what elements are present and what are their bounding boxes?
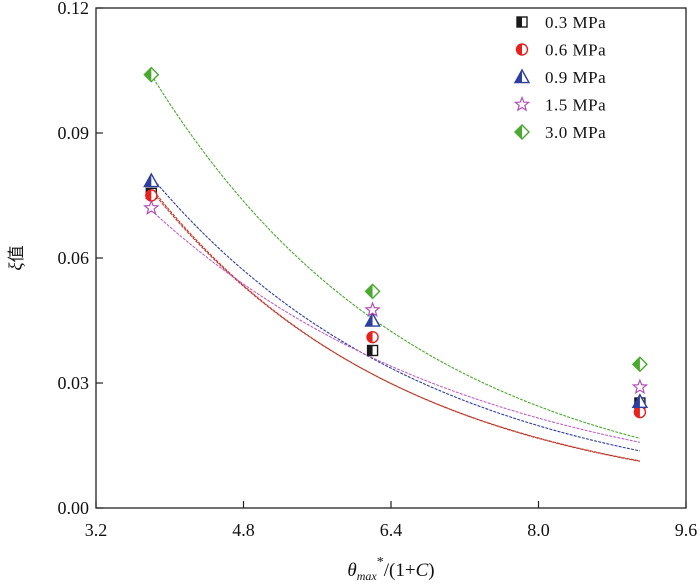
data-point-1-5-mpa-2 xyxy=(631,378,649,395)
legend-marker-1 xyxy=(515,43,529,56)
x-label-rest-close: ) xyxy=(428,560,434,581)
fit-curve-0-6-mpa xyxy=(150,189,641,462)
legend-marker-2 xyxy=(513,68,531,84)
x-tick-label: 9.6 xyxy=(675,520,698,540)
legend-marker-4 xyxy=(514,124,530,140)
data-point-1-5-mpa-0 xyxy=(143,199,160,216)
data-point-0-9-mpa-2 xyxy=(631,393,649,409)
data-point-0-6-mpa-1 xyxy=(366,330,379,344)
y-tick-label: 0.06 xyxy=(58,248,90,268)
y-tick-label: 0.03 xyxy=(58,373,90,393)
legend: 0.3 MPa 0.6 MPa 0.9 MPa 1.5 MPa 3.0 MPa xyxy=(513,13,606,142)
x-label-c: C xyxy=(416,560,429,581)
y-tick-label: 0.12 xyxy=(58,0,90,18)
x-tick-label: 6.4 xyxy=(380,520,403,540)
x-label-rest-open: /(1+ xyxy=(384,560,416,581)
x-label-subscript: max xyxy=(357,569,378,583)
data-point-3-0-mpa-1 xyxy=(364,283,381,300)
x-label-superscript: * xyxy=(377,555,384,570)
legend-label-2: 0.9 MPa xyxy=(545,68,606,87)
data-point-0-9-mpa-1 xyxy=(364,312,381,327)
y-axis-label: ξ值 xyxy=(6,245,27,270)
legend-marker-3 xyxy=(513,95,531,112)
data-point-3-0-mpa-0 xyxy=(143,66,160,83)
data-point-0-6-mpa-0 xyxy=(145,189,158,202)
y-label-zh: 值 xyxy=(7,245,27,262)
data-point-3-0-mpa-2 xyxy=(631,356,648,373)
y-tick-label: 0.09 xyxy=(58,123,90,143)
fit-curve-0-3-mpa xyxy=(150,187,641,462)
legend-label-4: 3.0 MPa xyxy=(545,123,606,142)
fit-curve-1-5-mpa xyxy=(150,209,641,443)
x-tick-label: 8.0 xyxy=(527,520,550,540)
legend-marker-0 xyxy=(516,16,528,28)
data-markers xyxy=(143,66,649,419)
fit-curve-0-9-mpa xyxy=(150,176,641,452)
legend-label-0: 0.3 MPa xyxy=(545,13,606,32)
fit-curves xyxy=(150,74,641,462)
data-point-1-5-mpa-1 xyxy=(364,301,381,318)
data-point-0-3-mpa-1 xyxy=(366,344,379,357)
legend-label-1: 0.6 MPa xyxy=(545,41,606,60)
y-label-xi: ξ xyxy=(6,262,27,271)
x-tick-label: 4.8 xyxy=(232,520,255,540)
y-tick-label: 0.00 xyxy=(58,498,90,518)
x-label-theta: θ xyxy=(347,560,356,581)
fit-curve-3-0-mpa xyxy=(150,74,641,439)
legend-label-3: 1.5 MPa xyxy=(545,96,606,115)
axes: 3.2 4.8 6.4 8.0 9.6 0.00 0.03 0.06 0.09 0.12 xyxy=(58,0,698,540)
data-point-0-9-mpa-0 xyxy=(143,172,160,188)
x-axis-label: θmax*/(1+C) xyxy=(347,555,434,583)
data-point-0-6-mpa-2 xyxy=(633,405,647,419)
x-tick-label: 3.2 xyxy=(85,520,108,540)
